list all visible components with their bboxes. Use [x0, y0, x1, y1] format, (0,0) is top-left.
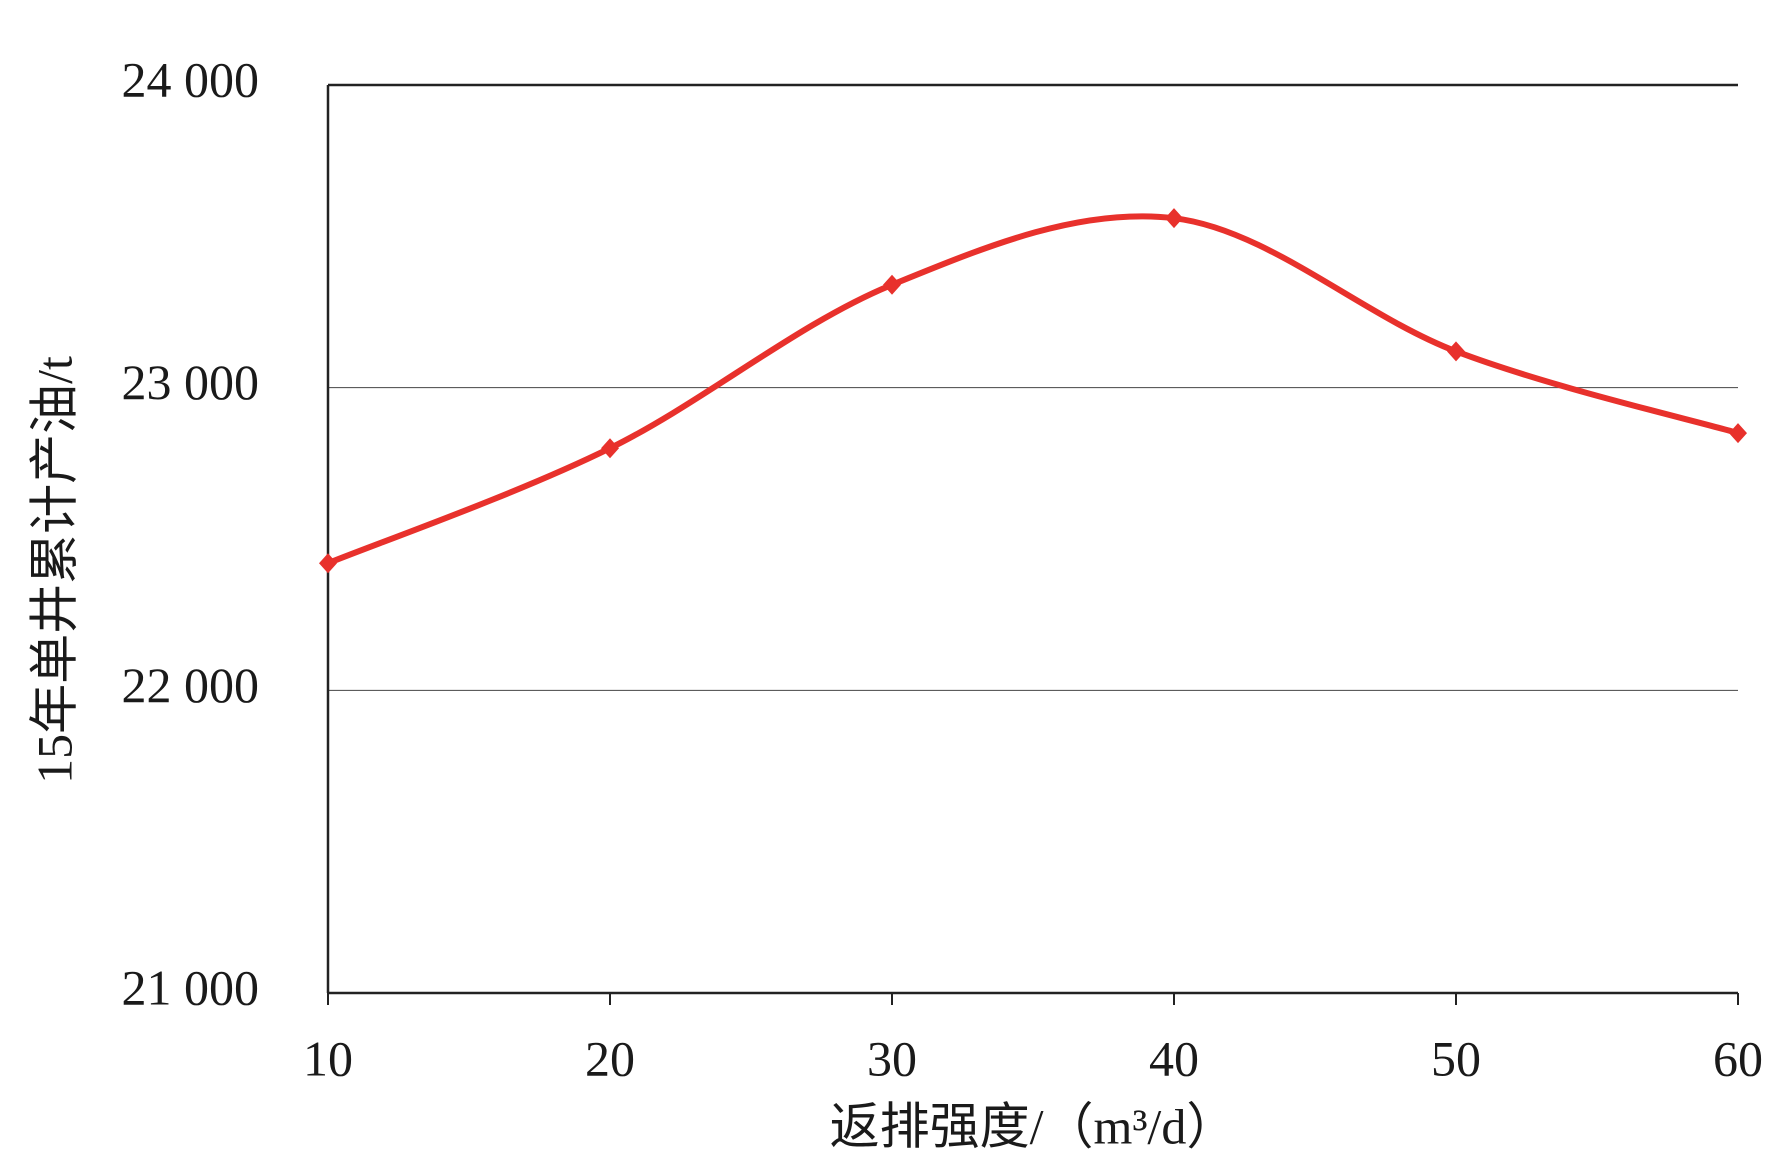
data-point — [319, 553, 337, 574]
x-tick-label: 50 — [1431, 1030, 1481, 1086]
y-tick-label: 21 000 — [122, 959, 260, 1015]
x-axis-label: 返排强度/（m³/d） — [830, 1098, 1237, 1154]
data-line — [326, 213, 1739, 566]
y-tick-label: 22 000 — [122, 657, 260, 713]
x-tick-label: 20 — [585, 1030, 635, 1086]
y-axis-label: 15年单井累计产油/t — [26, 356, 82, 784]
data-point — [1729, 423, 1747, 444]
x-tick-label: 40 — [1149, 1030, 1199, 1086]
data-point — [1447, 341, 1465, 362]
data-point — [601, 438, 619, 459]
x-tick-label: 10 — [303, 1030, 353, 1086]
data-point — [883, 274, 901, 295]
y-tick-label: 23 000 — [122, 354, 260, 410]
data-point — [1165, 208, 1183, 229]
x-tick-label: 60 — [1713, 1030, 1763, 1086]
y-tick-label: 24 000 — [122, 51, 260, 107]
x-tick-label: 30 — [867, 1030, 917, 1086]
